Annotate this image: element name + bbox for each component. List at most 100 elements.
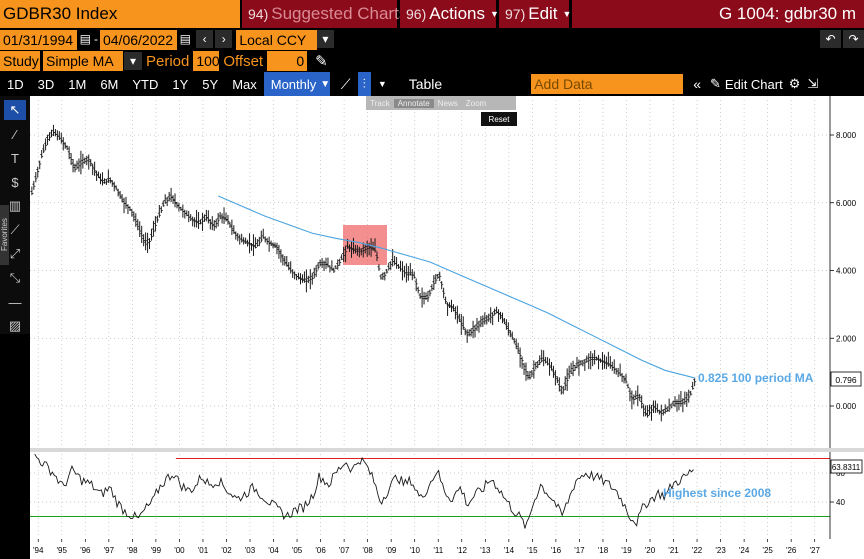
annotate-button[interactable]: Annotate: [393, 98, 434, 108]
ticker-field[interactable]: GDBR30 Index: [0, 0, 240, 28]
ray-icon[interactable]: ⤢: [9, 246, 21, 261]
frequency-text: Monthly: [270, 76, 317, 92]
line-draw-icon[interactable]: ∕: [13, 126, 17, 142]
x-tick-label: '07: [339, 546, 350, 555]
price-grid: [30, 96, 831, 448]
rsi-panel: 60 40 Highest since 2008 63.8311: [30, 452, 864, 539]
period-3d[interactable]: 3D: [37, 76, 55, 92]
end-date-field[interactable]: 04/06/2022: [99, 30, 177, 50]
header-bar: GDBR30 Index 94) Suggested Charts 96) Ac…: [0, 0, 864, 28]
x-tick-label: '05: [292, 546, 303, 555]
period-1m[interactable]: 1M: [68, 76, 87, 92]
edit-chart-text: Edit Chart: [724, 76, 783, 92]
edit-label: Edit: [528, 4, 558, 23]
rsi-plot-bg: [30, 452, 830, 539]
cursor-icon[interactable]: ↖: [4, 100, 26, 120]
period-max[interactable]: Max: [232, 76, 257, 92]
track-button[interactable]: Track: [370, 98, 390, 108]
price-panel: 8.000 6.000 4.000 2.000 0.000 0.825 100 peri…: [30, 96, 864, 448]
eraser-icon[interactable]: ▨: [8, 318, 22, 333]
x-tick-label: '01: [198, 546, 209, 555]
collapse-icon[interactable]: «: [693, 76, 701, 92]
period-5y[interactable]: 5Y: [202, 76, 219, 92]
x-tick-label: '99: [151, 546, 162, 555]
x-tick-label: '03: [245, 546, 256, 555]
x-tick-label: '04: [268, 546, 279, 555]
period-1d[interactable]: 1D: [7, 76, 24, 92]
x-tick-label: '18: [598, 546, 609, 555]
actions-num: 96): [406, 6, 427, 22]
x-axis: '94 '95 '96 '97 '98 '99 '00 '01 '02 '03 '04 '05 '06 '…: [33, 539, 820, 555]
bar-chart-icon[interactable]: ⫶: [357, 72, 371, 96]
start-date-field[interactable]: 01/31/1994: [0, 30, 77, 50]
arrow-line-icon[interactable]: ⤡: [9, 270, 21, 285]
suggested-label: Suggested Charts: [271, 4, 408, 23]
rsi-annotation: Highest since 2008: [663, 486, 771, 500]
chevron-down-icon[interactable]: ▼: [377, 79, 387, 89]
x-tick-label: '23: [715, 546, 726, 555]
x-tick-label: '02: [221, 546, 232, 555]
calendar-icon[interactable]: ▤: [79, 32, 91, 46]
chevron-down-icon[interactable]: ▾: [316, 30, 334, 48]
channel-icon[interactable]: ▥: [8, 198, 22, 213]
trendline-icon[interactable]: ⟋: [10, 222, 20, 237]
frequency-select[interactable]: Monthly ▼: [263, 72, 331, 96]
calendar-icon[interactable]: ▤: [179, 32, 191, 46]
study-type-select[interactable]: Simple MA: [43, 51, 123, 71]
chevron-right-icon[interactable]: ›: [215, 30, 233, 48]
actions-button[interactable]: 96) Actions ▼: [400, 0, 499, 28]
redo-icon[interactable]: ↷: [843, 30, 864, 48]
period-ytd[interactable]: YTD: [132, 76, 159, 92]
settings-icon[interactable]: ⚙: [788, 76, 801, 91]
line-chart-icon[interactable]: ⟋: [340, 75, 351, 92]
period-6m[interactable]: 6M: [100, 76, 119, 92]
offset-field[interactable]: 0: [267, 51, 308, 71]
period-1y[interactable]: 1Y: [172, 76, 189, 92]
favorites-tab[interactable]: Favorites: [0, 205, 9, 265]
x-tick-label: '11: [433, 546, 443, 555]
x-tick-label: '20: [645, 546, 656, 555]
panel-divider[interactable]: [30, 448, 864, 452]
text-percent-icon[interactable]: T: [11, 150, 19, 166]
x-tick-label: '10: [409, 546, 420, 555]
price-ytick-label: 4.000: [836, 267, 857, 276]
edit-num: 97): [505, 6, 526, 22]
x-tick-label: '19: [621, 546, 632, 555]
reset-button[interactable]: Reset: [481, 112, 517, 126]
zoom-button[interactable]: Zoom: [465, 98, 487, 108]
pencil-icon: ✎: [710, 76, 721, 91]
text-dollar-icon[interactable]: $: [11, 174, 19, 190]
period-field[interactable]: 100: [193, 51, 220, 71]
x-tick-label: '16: [551, 546, 562, 555]
price-series: [30, 124, 697, 422]
study-type-text: Simple MA: [46, 53, 114, 69]
horizontal-line-icon[interactable]: —: [8, 294, 22, 310]
date-dash: -: [93, 32, 98, 46]
price-ytick-label: 6.000: [836, 199, 857, 208]
undo-icon[interactable]: ↶: [820, 30, 841, 48]
x-tick-label: '97: [104, 546, 115, 555]
chevron-down-icon[interactable]: ▾: [124, 52, 142, 70]
ma-line: [218, 195, 696, 379]
edit-chart-button[interactable]: ✎ Edit Chart: [708, 72, 785, 96]
suggested-charts-button[interactable]: 94) Suggested Charts: [242, 0, 407, 28]
pencil-icon[interactable]: ✎: [315, 53, 328, 70]
x-tick-label: '06: [315, 546, 326, 555]
table-button[interactable]: Table: [408, 76, 443, 92]
chevron-down-icon: ▼: [320, 78, 331, 90]
period-label: Period: [146, 52, 190, 70]
chevron-left-icon[interactable]: ‹: [195, 30, 214, 48]
x-tick-label: '15: [527, 546, 538, 555]
edit-button[interactable]: 97) Edit ▼: [499, 0, 572, 28]
news-button[interactable]: News: [437, 98, 458, 108]
x-tick-label: '14: [504, 546, 515, 555]
expand-icon[interactable]: ⇲: [807, 76, 819, 91]
add-data-input[interactable]: Add Data: [531, 74, 684, 94]
price-ytick-label: 2.000: [836, 334, 857, 343]
price-ytick-label: 8.000: [836, 131, 857, 140]
currency-select[interactable]: Local CCY: [236, 30, 317, 50]
chevron-down-icon: ▼: [562, 9, 572, 19]
study-label: Study: [0, 51, 40, 71]
floating-toolbar: Track Annotate News Zoom: [366, 96, 516, 110]
